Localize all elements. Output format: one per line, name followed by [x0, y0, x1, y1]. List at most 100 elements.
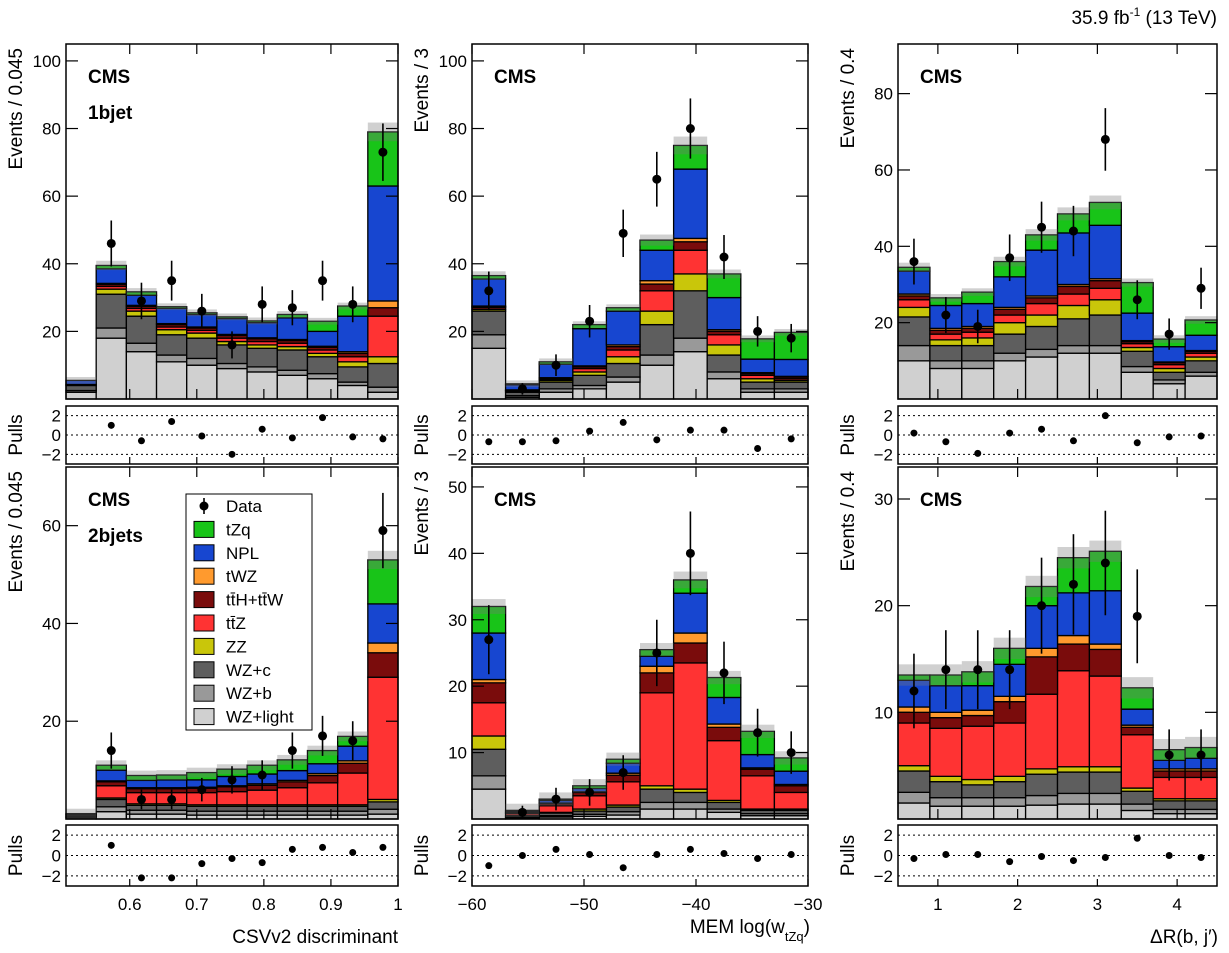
bar-ttH_ttW [929, 717, 963, 729]
bar-WZlight [1024, 356, 1059, 400]
x-tick-label: −30 [794, 895, 823, 914]
pull-point [1101, 854, 1109, 862]
legend-label-ttH_ttW: tt̄H+tt̄W [226, 591, 283, 610]
bar-WZlight [1184, 375, 1218, 400]
data-point [197, 306, 207, 316]
data-point [1164, 329, 1174, 339]
bar-ZZ [95, 288, 128, 295]
data-point [1100, 558, 1110, 568]
bar-ZZ [1024, 768, 1059, 775]
data-point [585, 787, 595, 797]
pull-point [942, 850, 950, 858]
bar-NPL [740, 358, 776, 374]
data-point [348, 736, 358, 746]
pull-point [653, 436, 661, 444]
bar-ZZ [605, 356, 641, 365]
bar-NPL [155, 307, 188, 325]
legend-label-WZb: WZ+b [226, 684, 272, 703]
uncertainty-band [66, 808, 97, 819]
bar-ttZ [1024, 302, 1059, 316]
bar-WZc [306, 805, 339, 812]
y-tick-label: 40 [448, 544, 467, 563]
legend-label-WZlight: WZ+light [226, 708, 294, 727]
y-tick-label: 20 [42, 712, 61, 731]
bar-WZlight [897, 802, 931, 820]
bar-NPL [672, 168, 708, 240]
pulls-frame [65, 405, 399, 465]
bar-WZc [1088, 771, 1122, 795]
data-point [909, 686, 919, 696]
x-axis-title-csv: CSVv2 discriminant [232, 927, 398, 948]
legend-label-data: Data [226, 497, 262, 516]
bar-WZc [929, 781, 963, 799]
pull-point [228, 450, 236, 458]
bar-ttZ [95, 785, 128, 799]
bar-ttH_ttW [1056, 285, 1091, 295]
bar-ttH_ttW [639, 283, 675, 292]
pull-point [720, 426, 728, 434]
data-point [136, 794, 146, 804]
series-WZlight [471, 347, 809, 400]
legend-swatch-WZc [193, 661, 215, 679]
data-point [318, 276, 328, 286]
bar-ZZ [961, 778, 995, 786]
pull-point [228, 855, 236, 863]
pull-point [198, 432, 206, 440]
bar-WZb [1088, 344, 1122, 354]
bar-WZlight [1024, 804, 1059, 820]
cms-label: CMS [920, 490, 962, 511]
series-WZc [65, 293, 399, 392]
bar-ttZ [306, 782, 339, 806]
legend-label-NPL: NPL [226, 544, 259, 563]
bar-ttZ [672, 249, 708, 275]
pulls-panel: 20−2 Pulls [412, 405, 809, 465]
y-tick-label: 10 [448, 744, 467, 763]
bar-WZb [1088, 792, 1122, 805]
pulls-frame [897, 824, 1218, 887]
bar-ttZ [961, 725, 995, 781]
bar-ttH_ttW [276, 781, 309, 789]
lumi-label: 35.9 fb-1 (13 TeV) [1071, 5, 1217, 29]
bar-WZc [1088, 314, 1122, 347]
bar-WZb [961, 797, 995, 807]
bar-WZc [306, 356, 339, 375]
data-point [1068, 226, 1078, 236]
pull-point [552, 437, 560, 445]
bar-ZZ [897, 306, 931, 318]
bar-WZb [95, 806, 128, 813]
pull-point [1069, 437, 1077, 445]
pull-point [485, 862, 493, 870]
bar-WZlight [538, 391, 574, 400]
bar-WZc [897, 316, 931, 347]
series-WZlight [897, 352, 1218, 400]
x-tick-label: 2 [1013, 895, 1022, 914]
bar-WZc [672, 791, 708, 804]
uncertainty-band [1185, 316, 1217, 324]
bar-WZc [65, 384, 97, 392]
bar-ttH_ttW [367, 307, 399, 317]
bar-WZc [1056, 318, 1091, 347]
uncertainty-band [186, 767, 217, 778]
bar-WZlight [993, 805, 1027, 820]
bar-WZlight [276, 374, 309, 400]
bar-ZZ [1024, 314, 1059, 328]
data-point [1005, 253, 1015, 263]
x-axis-title-dr: ΔR(b, j′) [1150, 927, 1218, 948]
pulls-panel: 20−2 Pulls [838, 405, 1218, 465]
data-point [1196, 283, 1206, 293]
bar-ttH_ttW [740, 768, 776, 777]
bar-ttZ [471, 702, 507, 737]
data-point [287, 303, 297, 313]
x-tick-label: 3 [1093, 895, 1102, 914]
bar-WZb [276, 369, 309, 376]
data-point [484, 286, 494, 296]
bar-ttZ [706, 334, 742, 346]
bar-WZb [367, 386, 399, 393]
bar-ZZ [336, 361, 369, 368]
bar-WZb [897, 344, 931, 362]
bar-ttH_ttW [672, 241, 708, 251]
y-tick-label: 60 [448, 187, 467, 206]
bar-NPL [276, 769, 309, 782]
pull-tick-label: −2 [448, 445, 467, 464]
